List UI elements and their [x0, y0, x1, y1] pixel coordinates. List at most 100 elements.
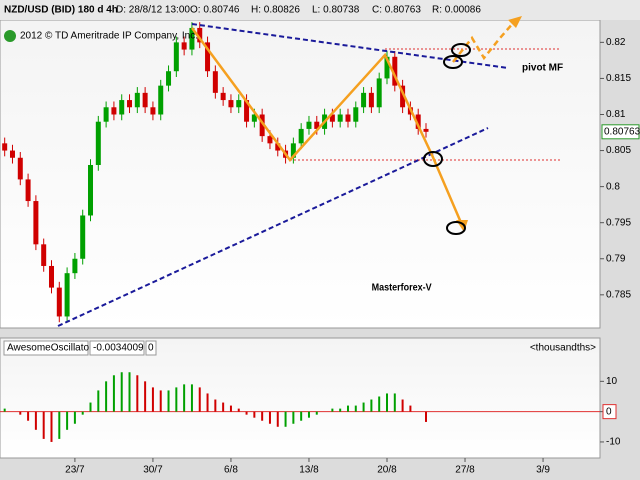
- candle-body: [189, 27, 195, 50]
- candle-body: [127, 100, 133, 108]
- candle-body: [197, 27, 203, 43]
- candle-body: [134, 92, 140, 108]
- candle-body: [353, 107, 359, 122]
- x-tick-label: 30/7: [143, 465, 163, 476]
- open: O: 0.80746: [190, 5, 240, 16]
- annotation: pivot MF: [522, 63, 563, 74]
- candle-body: [236, 100, 242, 108]
- units: <thousandths>: [530, 343, 596, 354]
- candle-body: [72, 258, 78, 274]
- price-plot: [2, 22, 429, 323]
- y-tick-label: 0.795: [606, 217, 631, 228]
- candle-body: [150, 107, 156, 115]
- circle-mark: [446, 221, 466, 235]
- y-tick-label: 0.82: [606, 37, 626, 48]
- circle-mark: [451, 43, 471, 57]
- candle-body: [368, 92, 374, 108]
- candle-body: [228, 100, 234, 108]
- candle-body: [25, 179, 31, 202]
- candle-body: [111, 107, 117, 115]
- candle-body: [275, 143, 281, 151]
- candle-body: [64, 273, 70, 317]
- candle-body: [48, 265, 54, 288]
- candle-body: [267, 136, 273, 144]
- trendline: [57, 127, 489, 327]
- candle-body: [423, 128, 429, 132]
- candle-body: [173, 42, 179, 72]
- wave-line: [452, 21, 515, 63]
- candle-body: [220, 92, 226, 101]
- y-tick-label: 0.81: [606, 109, 626, 120]
- oscillator-panel: [0, 337, 601, 459]
- candle-body: [142, 92, 148, 108]
- candle-body: [314, 121, 320, 129]
- candle-body: [329, 114, 335, 122]
- candle-body: [392, 56, 398, 86]
- x-tick-label: 23/7: [65, 465, 85, 476]
- x-tick-label: 6/8: [224, 465, 238, 476]
- circle-mark: [423, 151, 443, 167]
- candle-body: [205, 42, 211, 72]
- indicator-name: AwesomeOscillator: [7, 343, 93, 354]
- indicator-value: -0.0034009: [93, 343, 144, 354]
- candle-body: [290, 143, 296, 158]
- high: H: 0.80826: [251, 5, 300, 16]
- y-tick-label: 10: [606, 376, 618, 387]
- candle-body: [306, 121, 312, 129]
- candle-body: [298, 128, 304, 144]
- y-tick-label: -10: [606, 437, 621, 448]
- y-tick-label: 0.805: [606, 145, 631, 156]
- x-tick-label: 13/8: [299, 465, 319, 476]
- candle-body: [181, 42, 187, 50]
- candle-body: [384, 56, 390, 79]
- candle-body: [251, 114, 257, 122]
- zero-box: [602, 404, 617, 420]
- price-panel: [0, 19, 601, 329]
- annotation: Masterforex-V: [372, 282, 433, 294]
- indicator-zero: 0: [148, 343, 154, 354]
- candle-body: [95, 121, 101, 165]
- candle-body: [337, 114, 343, 122]
- candle-body: [41, 244, 47, 266]
- low: L: 0.80738: [312, 5, 360, 16]
- candle-body: [259, 114, 265, 137]
- header-bar: [0, 0, 640, 20]
- candle-body: [33, 201, 39, 245]
- y-tick-label: 0.815: [606, 73, 631, 84]
- info-icon[interactable]: [4, 30, 16, 42]
- candle-body: [415, 114, 421, 129]
- last-price: 0.80763: [604, 126, 640, 137]
- candle-body: [56, 287, 62, 317]
- oscillator-plot: [0, 372, 600, 442]
- candle-body: [345, 114, 351, 122]
- candle-body: [119, 100, 125, 115]
- y-tick-label: 0.79: [606, 253, 626, 264]
- last-price-box: [601, 124, 640, 140]
- date: D: 28/8/12 13:00: [116, 5, 190, 16]
- x-tick-label: 20/8: [377, 465, 397, 476]
- candle-body: [244, 100, 250, 122]
- label-box: [3, 340, 89, 356]
- label-box: [89, 340, 145, 356]
- x-tick-label: 27/8: [455, 465, 475, 476]
- candle-body: [9, 150, 15, 158]
- candle-body: [80, 215, 86, 259]
- candle-body: [88, 164, 94, 216]
- drawings: [57, 16, 560, 327]
- symbol: NZD/USD (BID) 180 d 4h: [4, 5, 118, 16]
- candle-body: [400, 85, 406, 108]
- candle-body: [166, 71, 172, 86]
- y-tick-label: 0.785: [606, 289, 631, 300]
- close: C: 0.80763: [372, 5, 421, 16]
- label-box: [145, 340, 157, 356]
- candle-body: [376, 78, 382, 108]
- x-tick-label: 3/9: [536, 465, 550, 476]
- range: R: 0.00086: [432, 5, 481, 16]
- candle-body: [103, 107, 109, 122]
- circle-mark: [443, 55, 463, 69]
- zero-label: 0: [606, 406, 612, 417]
- y-tick-label: 0.8: [606, 181, 620, 192]
- candle-body: [212, 71, 218, 93]
